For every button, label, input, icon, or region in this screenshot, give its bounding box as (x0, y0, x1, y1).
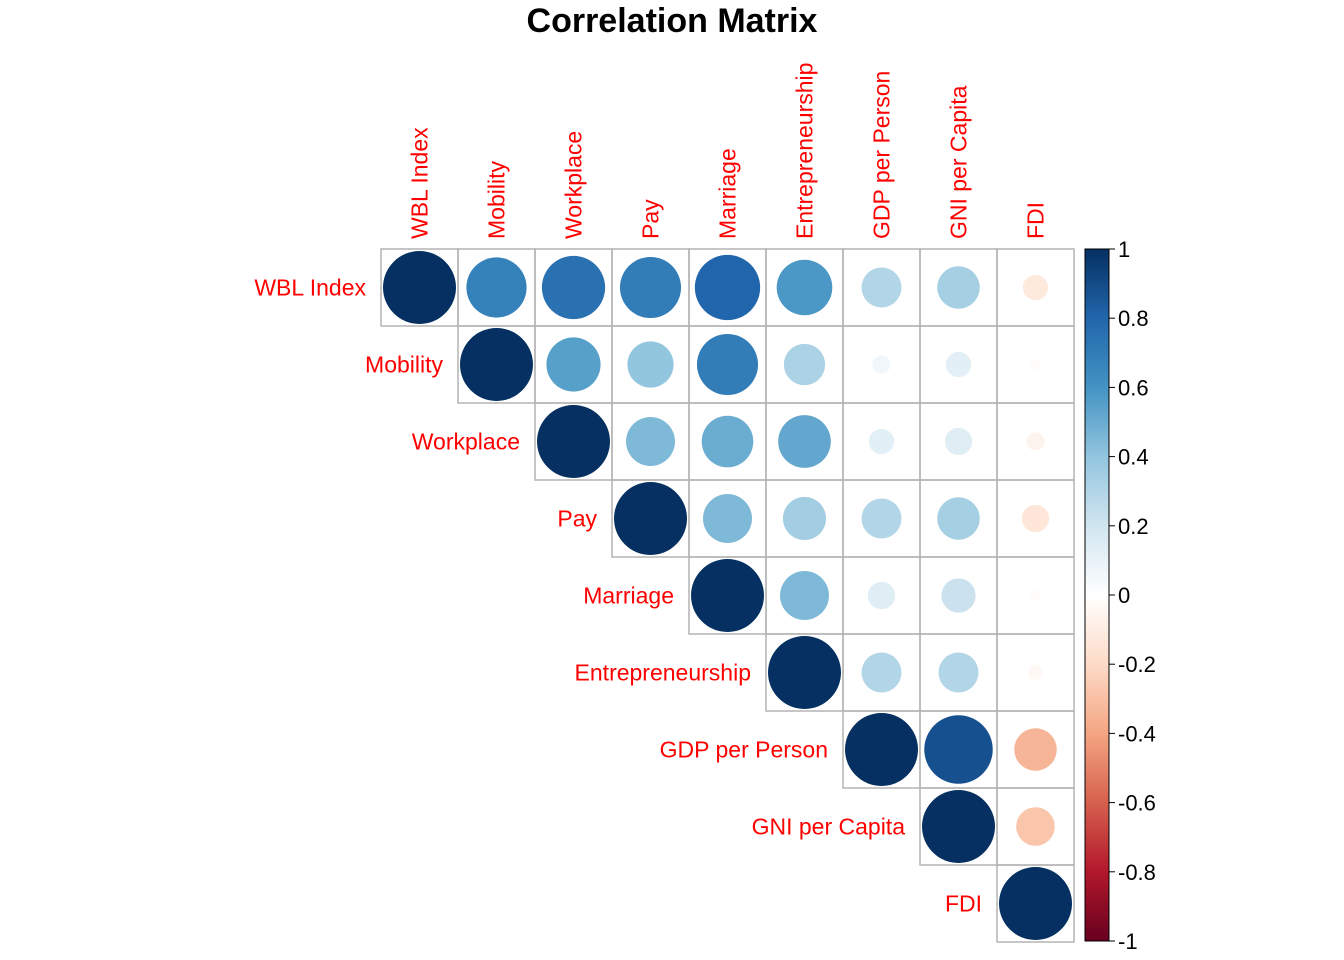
row-label-mobility: Mobility (365, 352, 443, 378)
corr-circle-gdp-per-person-fdi (1014, 728, 1057, 771)
corr-circle-workplace-gdp-per-person (868, 428, 895, 455)
matrix-grid (380, 248, 1075, 943)
corr-circle-pay-entrepreneurship (782, 496, 827, 541)
column-label-fdi: FDI (1023, 202, 1049, 239)
legend-tick-label: 0.4 (1118, 445, 1149, 470)
row-label-pay: Pay (557, 506, 597, 532)
corr-circle-workplace-marriage (701, 415, 754, 468)
corr-circle-gni-per-capita-fdi (1016, 807, 1055, 846)
corr-circle-marriage-marriage (691, 559, 764, 632)
row-label-wbl-index: WBL Index (254, 275, 366, 301)
row-label-entrepreneurship: Entrepreneurship (575, 660, 751, 686)
corr-circle-workplace-workplace (537, 405, 610, 478)
corr-circle-marriage-gni-per-capita (941, 578, 976, 613)
matrix-circles (383, 251, 1072, 940)
chart-title: Correlation Matrix (527, 2, 818, 40)
corr-circle-wbl-index-pay (619, 256, 682, 319)
column-label-mobility: Mobility (484, 161, 510, 239)
column-label-gdp-per-person: GDP per Person (869, 71, 895, 239)
legend-tick-label: -0.2 (1118, 652, 1156, 677)
corr-circle-fdi-fdi (999, 867, 1072, 940)
corr-circle-workplace-fdi (1026, 432, 1045, 451)
legend-tick-label: 0 (1118, 583, 1130, 608)
corr-circle-gni-per-capita-gni-per-capita (922, 790, 995, 863)
row-label-gdp-per-person: GDP per Person (660, 737, 828, 763)
corr-circle-workplace-pay (626, 417, 675, 466)
color-bar (1084, 248, 1110, 942)
legend-tick-label: -0.6 (1118, 791, 1156, 816)
corr-circle-gdp-per-person-gdp-per-person (845, 713, 918, 786)
column-label-entrepreneurship: Entrepreneurship (792, 63, 818, 239)
corr-circle-gdp-per-person-gni-per-capita (924, 715, 993, 784)
corr-circle-pay-fdi (1021, 504, 1050, 533)
corr-circle-pay-marriage (703, 494, 752, 543)
corr-circle-entrepreneurship-entrepreneurship (768, 636, 841, 709)
corr-circle-mobility-workplace (546, 337, 601, 392)
corr-circle-pay-gni-per-capita (937, 497, 980, 540)
corr-circle-pay-gdp-per-person (861, 498, 902, 539)
corr-circle-wbl-index-gni-per-capita (937, 266, 980, 309)
corr-circle-mobility-gni-per-capita (945, 351, 972, 378)
corr-circle-mobility-entrepreneurship (783, 343, 826, 386)
corr-circle-entrepreneurship-gdp-per-person (861, 652, 902, 693)
corr-circle-mobility-fdi (1030, 359, 1041, 370)
row-label-gni-per-capita: GNI per Capita (752, 814, 906, 840)
row-label-fdi: FDI (945, 891, 982, 917)
corr-circle-workplace-entrepreneurship (778, 415, 831, 468)
corr-circle-wbl-index-mobility (466, 257, 527, 318)
corr-circle-mobility-pay (627, 341, 674, 388)
corr-circle-wbl-index-marriage (694, 254, 761, 321)
corr-circle-mobility-mobility (460, 328, 533, 401)
legend-tick-label: 1 (1118, 237, 1130, 262)
corr-circle-entrepreneurship-fdi (1028, 665, 1043, 680)
legend-tick-label: 0.6 (1118, 375, 1149, 400)
corr-circle-mobility-gdp-per-person (872, 355, 891, 374)
corr-circle-wbl-index-gdp-per-person (861, 267, 902, 308)
corr-circle-marriage-entrepreneurship (780, 571, 829, 620)
corr-circle-wbl-index-workplace (541, 255, 606, 320)
legend-tick-label: 0.8 (1118, 306, 1149, 331)
legend-tick-label: -0.4 (1118, 721, 1156, 746)
corr-circle-wbl-index-fdi (1022, 274, 1049, 301)
corr-circle-wbl-index-wbl-index (383, 251, 456, 324)
column-label-gni-per-capita: GNI per Capita (946, 85, 972, 239)
legend-tick-label: -1 (1118, 929, 1138, 954)
corr-circle-mobility-marriage (696, 333, 759, 396)
corr-circle-entrepreneurship-gni-per-capita (938, 652, 979, 693)
row-label-marriage: Marriage (583, 583, 674, 609)
color-legend: 1 0.8 0.6 0.4 0.2 0 -0.2 -0.4 -0.6 -0.8 -1 (1084, 237, 1156, 954)
column-label-pay: Pay (638, 199, 664, 239)
column-label-workplace: Workplace (561, 131, 587, 239)
column-label-marriage: Marriage (715, 148, 741, 239)
corr-circle-pay-pay (614, 482, 687, 555)
matrix-cell (996, 864, 1075, 943)
row-label-workplace: Workplace (412, 429, 520, 455)
corr-circle-wbl-index-entrepreneurship (776, 259, 833, 316)
legend-tick-label: 0.2 (1118, 514, 1149, 539)
corr-circle-marriage-fdi (1030, 590, 1041, 601)
column-label-wbl-index: WBL Index (407, 127, 433, 239)
corr-circle-workplace-gni-per-capita (944, 427, 973, 456)
legend-tick-label: -0.8 (1118, 860, 1156, 885)
variable-labels: WBL Index Mobility Workplace Pay Marriage Ent… (254, 63, 1048, 917)
corr-circle-marriage-gdp-per-person (867, 581, 896, 610)
